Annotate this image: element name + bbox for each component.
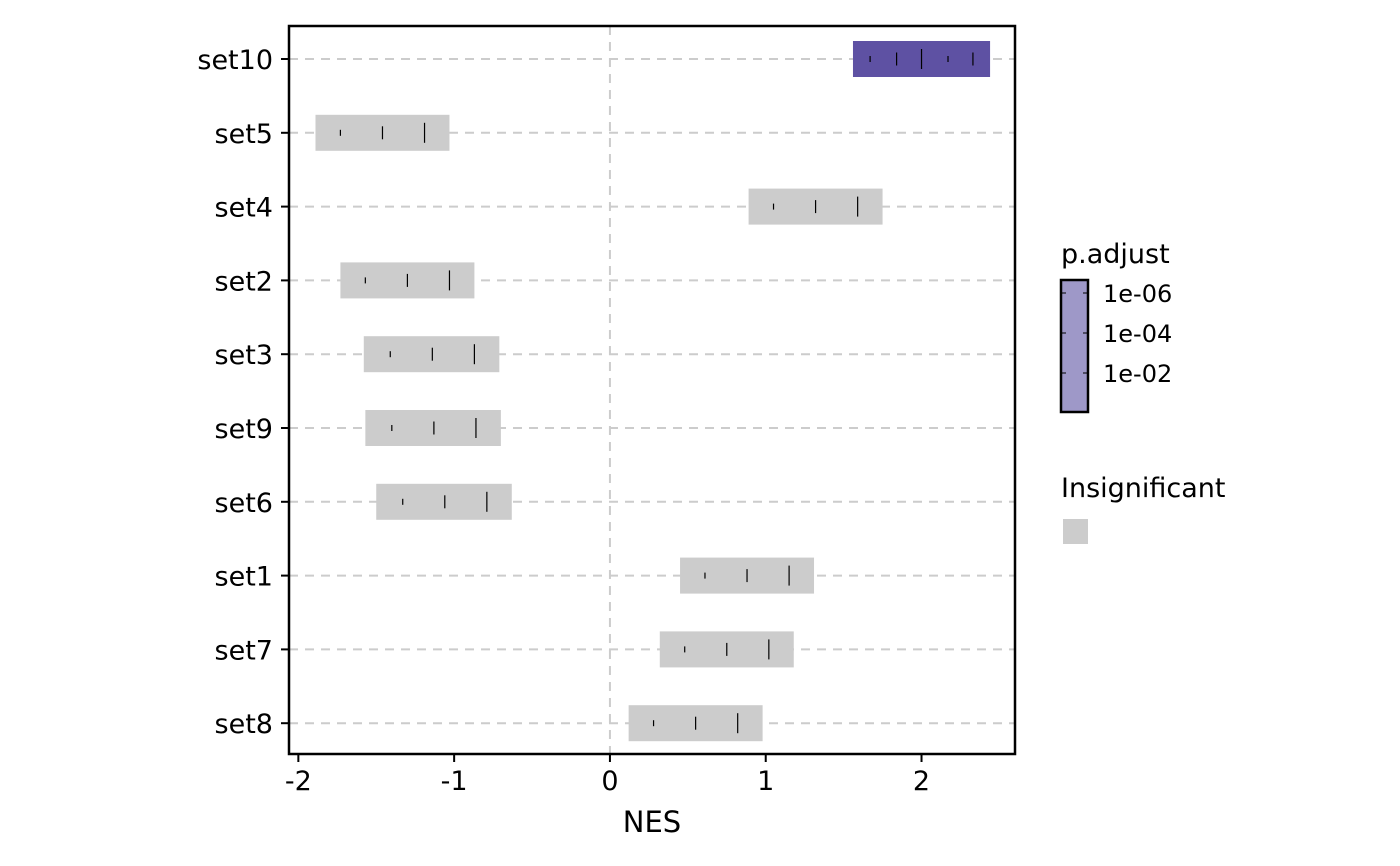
legend-label-1e-02: 1e-02 xyxy=(1103,360,1172,388)
legend-gradient-bar xyxy=(1059,278,1090,414)
axis-layer: set10 set5 set4 set2 set3 set9 set6 set1 set7 set… xyxy=(197,45,930,797)
y-tick-label-set6: set6 xyxy=(215,488,273,519)
plot-border xyxy=(287,24,1017,756)
x-tick-label-1: 1 xyxy=(757,766,774,797)
bars-layer xyxy=(315,41,991,742)
y-tick-label-set1: set1 xyxy=(215,562,273,593)
y-tick-label-set9: set9 xyxy=(215,414,273,445)
y-tick-label-set7: set7 xyxy=(215,635,273,666)
y-tick-label-set2: set2 xyxy=(215,266,273,297)
legend-label-1e-06: 1e-06 xyxy=(1103,280,1172,308)
y-tick-label-set3: set3 xyxy=(215,340,273,371)
bar-set6 xyxy=(376,483,512,520)
legend-label-1e-04: 1e-04 xyxy=(1103,320,1172,348)
y-tick-label-set5: set5 xyxy=(215,119,273,150)
legend-gradient-title: p.adjust xyxy=(1061,239,1170,270)
x-tick-label-0: 0 xyxy=(601,766,618,797)
legend: p.adjust 1e-06 1e-04 1e-02 Insignificant xyxy=(1059,239,1226,544)
legend-categorical-title: Insignificant xyxy=(1061,473,1226,504)
legend-insignificant-swatch xyxy=(1063,519,1088,544)
y-tick-label-set8: set8 xyxy=(215,709,273,740)
y-tick-label-set4: set4 xyxy=(215,193,273,224)
x-tick-label-2: 2 xyxy=(913,766,930,797)
x-tick-label--1: -1 xyxy=(441,766,468,797)
x-axis-title: NES xyxy=(623,805,681,839)
bar-set3 xyxy=(363,336,500,373)
legend-gradient-ticks: 1e-06 1e-04 1e-02 xyxy=(1061,280,1172,388)
x-tick-label--2: -2 xyxy=(285,766,312,797)
y-tick-label-set10: set10 xyxy=(197,45,273,76)
bar-set9 xyxy=(365,410,501,446)
